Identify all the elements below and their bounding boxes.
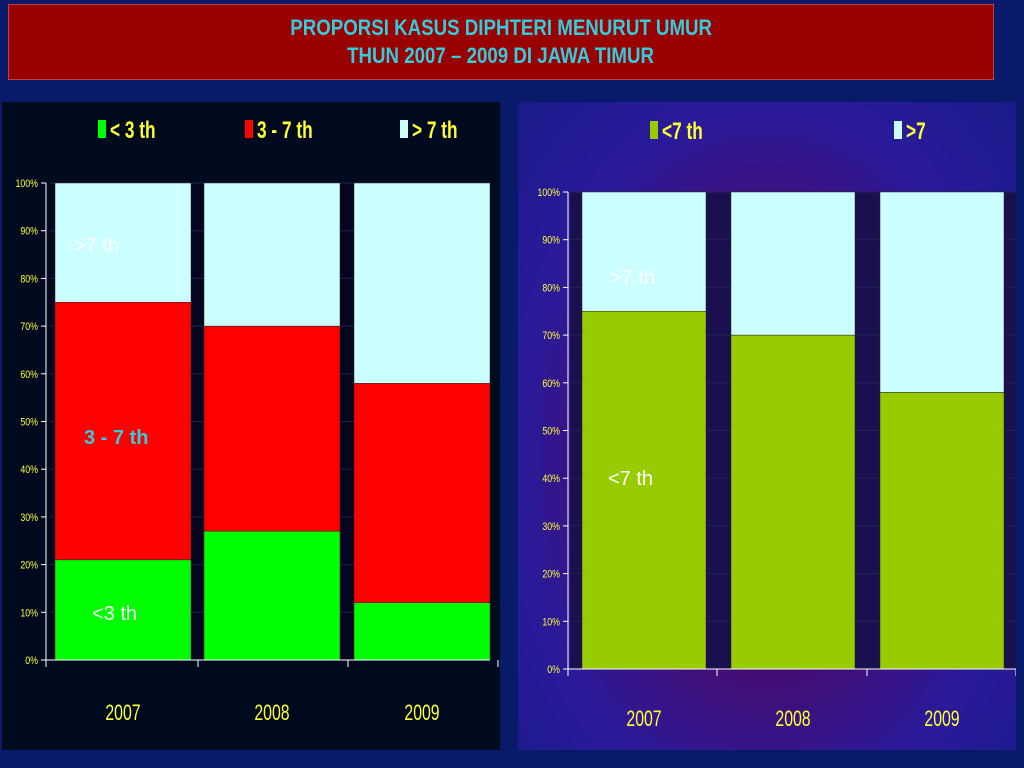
- legend-label: >7: [906, 118, 926, 144]
- x-tick-label: 2009: [404, 702, 439, 726]
- y-tick-label: 0%: [547, 664, 560, 676]
- bar-segment: [54, 559, 192, 661]
- bar-segment: [54, 182, 192, 303]
- legend-swatch: [894, 121, 902, 139]
- x-tick-label: 2009: [924, 708, 959, 732]
- title-banner: PROPORSI KASUS DIPHTERI MENURUT UMUR THU…: [8, 4, 994, 80]
- legend-label: < 3 th: [110, 117, 156, 143]
- bar-annotation: >7 th: [610, 267, 655, 289]
- bar-segment: [353, 182, 491, 384]
- bar-segment: [581, 191, 707, 312]
- y-tick-label: 100%: [537, 187, 560, 199]
- y-tick-label: 20%: [542, 569, 560, 581]
- y-tick-label: 60%: [20, 369, 38, 381]
- bar-segment: [353, 383, 491, 604]
- bar-annotation: >7 th: [74, 235, 119, 257]
- bar-segment: [730, 334, 856, 670]
- legend-box: [50, 104, 498, 154]
- bar-segment: [879, 191, 1005, 393]
- bar-segment: [54, 302, 192, 561]
- legend-swatch: [98, 120, 106, 138]
- bar-segment: [203, 182, 341, 327]
- legend-swatch: [650, 121, 658, 139]
- y-tick-label: 0%: [25, 655, 38, 667]
- chart-age-3-groups: < 3 th 3 - 7 th > 7 th 0% 10% 20% 30% 40% 50% 60%…: [15, 104, 499, 726]
- bar-annotation: <7 th: [608, 468, 653, 490]
- title-line-2: THUN 2007 – 2009 DI JAWA TIMUR: [347, 43, 655, 68]
- bar-segment: [203, 325, 341, 532]
- y-tick-label: 70%: [20, 321, 38, 333]
- bar-segment: [730, 191, 856, 336]
- title-line-1: PROPORSI KASUS DIPHTERI MENURUT UMUR: [290, 15, 712, 40]
- x-tick-label: 2007: [626, 708, 661, 732]
- y-tick-label: 70%: [542, 330, 560, 342]
- legend-label: <7 th: [662, 118, 703, 144]
- y-tick-label: 80%: [542, 283, 560, 295]
- bar-annotation: <3 th: [92, 603, 137, 625]
- y-tick-label: 90%: [542, 235, 560, 247]
- legend-label: > 7 th: [412, 117, 458, 143]
- y-tick-label: 10%: [542, 616, 560, 628]
- bar-segment: [353, 602, 491, 661]
- x-tick-label: 2007: [105, 702, 140, 726]
- x-tick-label: 2008: [254, 702, 289, 726]
- bar-annotation: 3 - 7 th: [84, 427, 148, 449]
- legend-swatch: [245, 120, 253, 138]
- bar-segment: [203, 530, 341, 661]
- chart-panel-age-2-groups: <7 th >7 0% 10% 20% 30% 40% 50% 60% 70% 80% 90% 100%…: [518, 102, 1016, 750]
- legend-label: 3 - 7 th: [257, 117, 313, 143]
- y-tick-label: 40%: [542, 473, 560, 485]
- y-tick-label: 90%: [20, 226, 38, 238]
- legend-swatch: [400, 120, 408, 138]
- y-tick-label: 60%: [542, 378, 560, 390]
- y-tick-label: 10%: [20, 607, 38, 619]
- bar-segment: [879, 392, 1005, 670]
- x-tick-label: 2008: [775, 708, 810, 732]
- y-tick-label: 100%: [15, 178, 38, 190]
- chart-age-2-groups: <7 th >7 0% 10% 20% 30% 40% 50% 60% 70% 80% 90% 100%…: [537, 118, 1016, 732]
- y-tick-label: 30%: [20, 512, 38, 524]
- y-tick-label: 40%: [20, 464, 38, 476]
- y-tick-label: 50%: [20, 417, 38, 429]
- y-tick-label: 20%: [20, 560, 38, 572]
- bar-segment: [581, 311, 707, 670]
- y-tick-label: 50%: [542, 426, 560, 438]
- y-tick-label: 80%: [20, 274, 38, 286]
- y-tick-label: 30%: [542, 521, 560, 533]
- chart-panel-age-3-groups: < 3 th 3 - 7 th > 7 th 0% 10% 20% 30% 40% 50% 60%…: [2, 102, 500, 750]
